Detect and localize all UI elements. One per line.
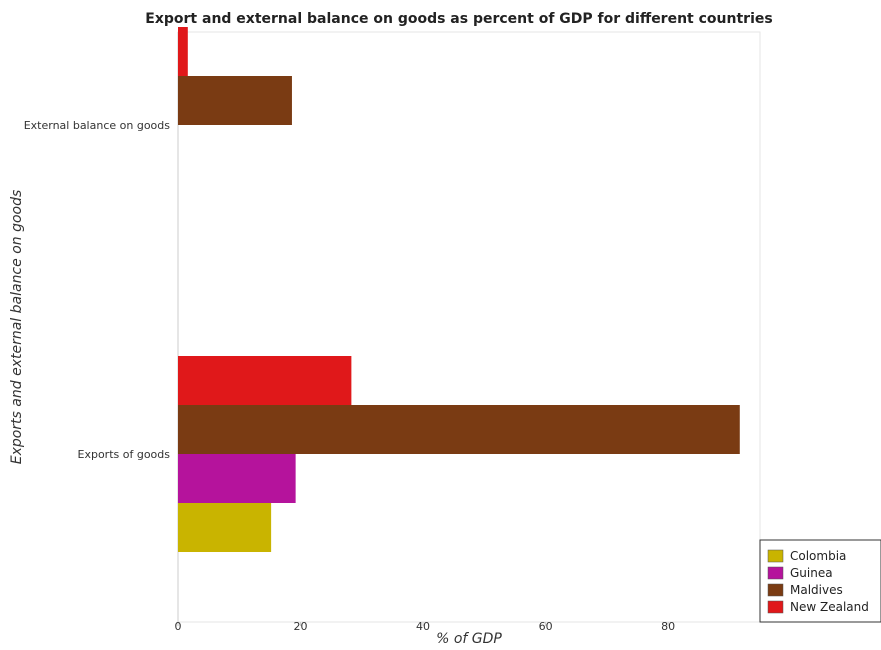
legend-label-colombia: Colombia [790, 549, 846, 563]
bars [178, 27, 740, 552]
plot-area [177, 31, 761, 623]
bar-new-zealand-1 [178, 27, 188, 76]
y-tick-label: External balance on goods [24, 119, 171, 132]
y-axis-label: Exports and external balance on goods [9, 190, 25, 465]
x-tick-label: 20 [294, 620, 308, 633]
y-tick-labels: Exports of goods External balance on good… [24, 119, 171, 461]
chart-title: Export and external balance on goods as … [145, 11, 772, 27]
x-tick-label: 80 [661, 620, 675, 633]
x-axis-label: % of GDP [436, 631, 502, 647]
x-tick-label: 60 [539, 620, 553, 633]
bar-new-zealand-0 [178, 356, 352, 405]
legend-label-maldives: Maldives [790, 583, 843, 597]
legend-swatch-maldives [767, 583, 784, 597]
legend-swatch-new-zealand [767, 600, 784, 614]
x-tick-label: 0 [175, 620, 182, 633]
bar-colombia-0 [178, 503, 272, 552]
legend-label-new-zealand: New Zealand [790, 600, 869, 614]
x-tick-labels: 0 20 40 60 80 [175, 620, 676, 633]
bar-maldives-0 [178, 405, 740, 454]
bar-guinea-0 [178, 454, 296, 503]
y-tick-label: Exports of goods [78, 448, 171, 461]
legend-label-guinea: Guinea [790, 566, 833, 580]
legend-swatch-colombia [767, 549, 784, 563]
legend: Colombia Guinea Maldives New Zealand [759, 539, 881, 623]
bar-maldives-1 [178, 76, 292, 125]
x-tick-label: 40 [416, 620, 430, 633]
legend-swatch-guinea [767, 566, 784, 580]
